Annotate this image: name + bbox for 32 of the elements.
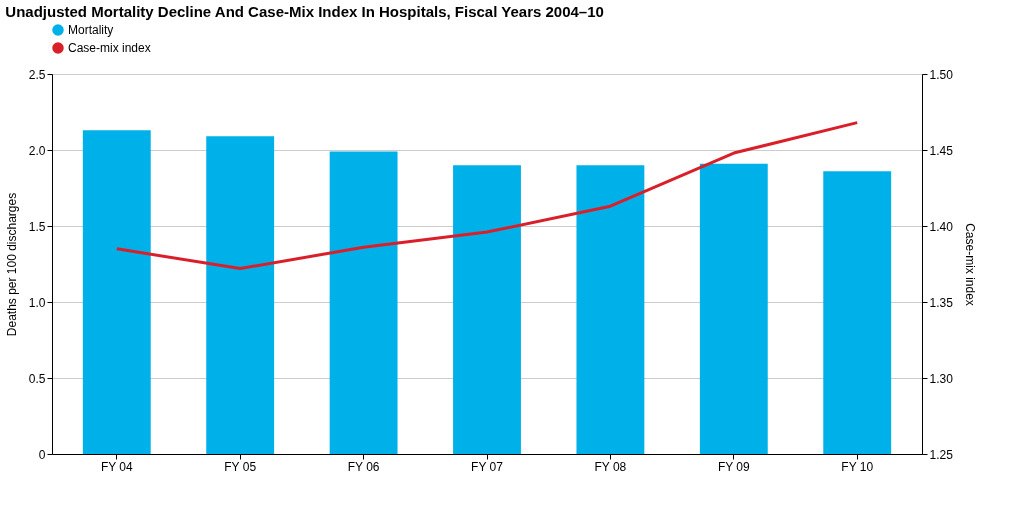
bar [699,163,768,454]
y-tick-label: 0 [38,447,46,462]
line-series [115,121,859,271]
y2-tick-label: 1.40 [929,219,954,234]
y-axis-title: Deaths per 100 discharges [4,192,19,337]
y-tick-label: 1.5 [28,219,46,234]
bar [206,136,275,454]
y2-tick-label: 1.35 [929,295,954,310]
bar [329,151,398,454]
x-tick-label: FY 05 [224,459,257,474]
bar [576,165,645,454]
bar [82,130,151,454]
x-tick-label: FY 09 [717,459,751,474]
y2-tick-label: 1.30 [929,371,954,386]
y2-axis-title: Case-mix index [962,223,977,306]
y2-tick-label: 1.50 [929,67,954,82]
x-tick-label: FY 08 [594,459,627,474]
x-tick-label: FY 04 [100,459,134,474]
bar [823,171,892,454]
bar [453,165,521,454]
legend-label: Case-mix index [68,41,151,55]
x-tick-label: FY 07 [471,459,504,474]
y-tick-label: 1.0 [28,295,46,310]
legend-label: Mortality [68,23,114,37]
x-tick-label: FY 06 [347,459,380,474]
y-tick-label: 2.5 [28,67,46,82]
chart-title: Unadjusted Mortality Decline And Case-Mix Index In Hospitals, Fiscal Years 2004–10 [5,3,604,20]
x-tick-label: FY 10 [841,459,874,474]
y2-tick-label: 1.25 [929,447,954,462]
y-tick-label: 2.0 [28,143,46,158]
y-tick-label: 0.5 [28,371,46,386]
y2-tick-label: 1.45 [929,143,954,158]
